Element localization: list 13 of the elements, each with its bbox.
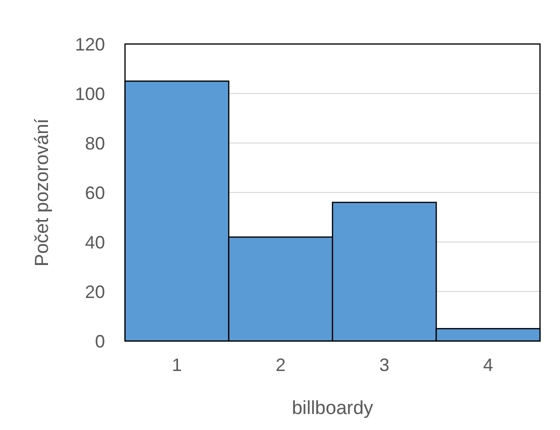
y-tick-label: 100: [74, 84, 105, 104]
y-tick-label: 60: [84, 182, 105, 203]
x-tick-label: 4: [483, 355, 494, 375]
y-tick-label: 80: [84, 133, 105, 154]
x-tick-label: 1: [172, 355, 182, 375]
y-tick-label: 40: [84, 232, 105, 252]
x-tick-label: 2: [276, 355, 286, 375]
x-tick-label: 3: [379, 355, 390, 375]
y-tick-label: 120: [74, 34, 105, 54]
y-tick-label: 20: [84, 282, 105, 302]
x-axis-title: billboardy: [292, 398, 374, 419]
y-axis-title: Počet pozorování: [32, 118, 53, 266]
y-tick-label: 0: [94, 331, 105, 352]
